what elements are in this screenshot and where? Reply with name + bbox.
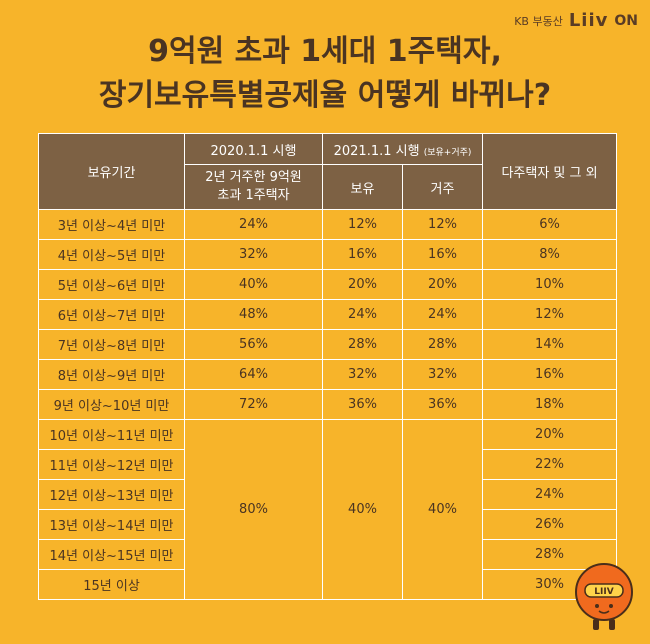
table-row: 6년 이상~7년 미만 48% 24% 24% 12% (38, 299, 617, 330)
deduction-rate-table: 보유기간 2020.1.1 시행 2021.1.1 시행 (보유+거주) 다주택… (38, 133, 617, 600)
mascot-label: LIIV (594, 587, 613, 597)
cell-multi: 22% (482, 449, 617, 480)
cell-period: 10년 이상~11년 미만 (38, 419, 185, 450)
table-row: 10년 이상~11년 미만 80% 40% 40% 20% (38, 419, 617, 600)
header-period: 보유기간 (38, 133, 185, 210)
cell-period: 4년 이상~5년 미만 (38, 239, 185, 270)
cell-multi: 14% (482, 329, 617, 360)
table-row: 7년 이상~8년 미만 56% 28% 28% 14% (38, 329, 617, 360)
cell-multi: 12% (482, 299, 617, 330)
cell-hold: 36% (322, 389, 403, 420)
table-row: 9년 이상~10년 미만 72% 36% 36% 18% (38, 389, 617, 420)
cell-multi: 20% (482, 419, 617, 450)
cell-multi: 8% (482, 239, 617, 270)
cell-multi: 10% (482, 269, 617, 300)
cell-multi: 24% (482, 479, 617, 510)
header-2021: 2021.1.1 시행 (보유+거주) (322, 133, 483, 165)
cell-period: 15년 이상 (38, 569, 185, 600)
table-row: 4년 이상~5년 미만 32% 16% 16% 8% (38, 239, 617, 270)
kb-brand-label: KB 부동산 (514, 14, 563, 28)
header-multi: 다주택자 및 그 외 (482, 133, 617, 210)
cell-period: 3년 이상~4년 미만 (38, 209, 185, 240)
on-logo: ON (614, 12, 638, 29)
cell-hold: 32% (322, 359, 403, 390)
header-2021-note: (보유+거주) (423, 147, 472, 158)
header-hold: 보유 (322, 164, 403, 210)
page-title: 9억원 초과 1세대 1주택자, 장기보유특별공제율 어떻게 바뀌나? (0, 30, 650, 118)
cell-reside: 20% (402, 269, 483, 300)
cell-2020-merged: 80% (184, 419, 323, 600)
cell-hold: 24% (322, 299, 403, 330)
table-row: 11년 이상~12년 미만 22% (38, 449, 617, 480)
cell-period: 11년 이상~12년 미만 (38, 449, 185, 480)
cell-2020: 64% (184, 359, 323, 390)
cell-period: 13년 이상~14년 미만 (38, 509, 185, 540)
liiv-mascot-icon: LIIV (575, 563, 633, 630)
cell-2020: 40% (184, 269, 323, 300)
cell-2020: 24% (184, 209, 323, 240)
cell-multi: 6% (482, 209, 617, 240)
cell-period: 14년 이상~15년 미만 (38, 539, 185, 570)
liiv-logo: Liiv (568, 10, 609, 31)
cell-reside: 32% (402, 359, 483, 390)
table-row: 5년 이상~6년 미만 40% 20% 20% 10% (38, 269, 617, 300)
table-row: 8년 이상~9년 미만 64% 32% 32% 16% (38, 359, 617, 390)
table-row: 12년 이상~13년 미만 24% (38, 479, 617, 510)
title-line-2: 장기보유특별공제율 어떻게 바뀌나? (98, 78, 552, 113)
cell-multi: 26% (482, 509, 617, 540)
cell-reside-merged: 40% (402, 419, 483, 600)
cell-hold: 16% (322, 239, 403, 270)
cell-hold: 20% (322, 269, 403, 300)
table-row: 14년 이상~15년 미만 28% (38, 539, 617, 570)
cell-2020: 32% (184, 239, 323, 270)
cell-hold-merged: 40% (322, 419, 403, 600)
table-row: 13년 이상~14년 미만 26% (38, 509, 617, 540)
cell-hold: 12% (322, 209, 403, 240)
cell-reside: 12% (402, 209, 483, 240)
header-2021-label: 2021.1.1 시행 (333, 143, 420, 159)
header-reside: 거주 (402, 164, 483, 210)
cell-reside: 16% (402, 239, 483, 270)
title-line-1: 9억원 초과 1세대 1주택자, (148, 34, 502, 69)
cell-hold: 28% (322, 329, 403, 360)
cell-2020: 56% (184, 329, 323, 360)
cell-multi: 18% (482, 389, 617, 420)
brand-header: KB 부동산 Liiv ON (514, 10, 638, 31)
cell-multi: 16% (482, 359, 617, 390)
cell-period: 12년 이상~13년 미만 (38, 479, 185, 510)
cell-2020: 72% (184, 389, 323, 420)
header-2020: 2020.1.1 시행 (184, 133, 323, 165)
cell-period: 5년 이상~6년 미만 (38, 269, 185, 300)
cell-period: 7년 이상~8년 미만 (38, 329, 185, 360)
cell-2020: 48% (184, 299, 323, 330)
cell-reside: 36% (402, 389, 483, 420)
table-row: 3년 이상~4년 미만 24% 12% 12% 6% (38, 209, 617, 240)
header-2020-sub: 2년 거주한 9억원 초과 1주택자 (184, 164, 323, 210)
cell-period: 9년 이상~10년 미만 (38, 389, 185, 420)
cell-period: 6년 이상~7년 미만 (38, 299, 185, 330)
cell-reside: 28% (402, 329, 483, 360)
cell-reside: 24% (402, 299, 483, 330)
cell-period: 8년 이상~9년 미만 (38, 359, 185, 390)
